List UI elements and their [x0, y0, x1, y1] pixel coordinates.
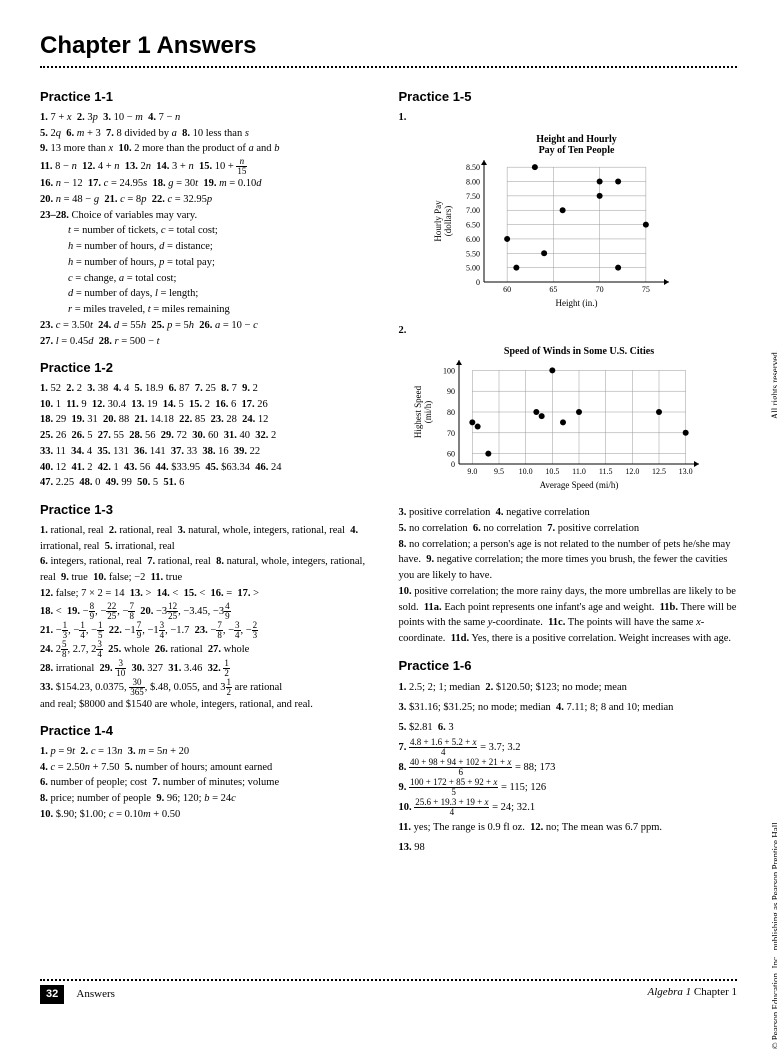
answers-p16: 1. 2.5; 2; 1; median 2. $120.50; $123; n… [399, 678, 738, 857]
p15-q1-label: 1. [399, 110, 738, 126]
heading-p16: Practice 1-6 [399, 657, 738, 675]
footer-chapter: Chapter 1 [691, 986, 737, 998]
svg-text:8.00: 8.00 [466, 177, 480, 186]
svg-text:11.5: 11.5 [598, 467, 612, 476]
main-columns: Practice 1-1 1. 7 + x 2. 3p 3. 10 − m 4.… [40, 78, 737, 857]
svg-text:70: 70 [447, 429, 455, 438]
svg-text:60: 60 [447, 450, 455, 459]
svg-text:0: 0 [451, 460, 455, 469]
copyright-bottom: © Pearson Education, Inc., publishing as… [769, 820, 777, 1049]
svg-text:65: 65 [549, 285, 557, 294]
answers-p14: 1. p = 9t 2. c = 13n 3. m = 5n + 204. c … [40, 744, 379, 823]
title-divider [40, 66, 737, 68]
svg-text:Speed of Winds in Some U.S. Ci: Speed of Winds in Some U.S. Cities [503, 346, 653, 357]
svg-text:10.5: 10.5 [545, 467, 559, 476]
svg-text:12.5: 12.5 [652, 467, 666, 476]
svg-text:5.00: 5.00 [466, 263, 480, 272]
svg-text:12.0: 12.0 [625, 467, 639, 476]
svg-text:70: 70 [595, 285, 603, 294]
page-title: Chapter 1 Answers [40, 30, 737, 62]
svg-text:Pay of Ten People: Pay of Ten People [538, 145, 614, 156]
chart-height-pay: Height and HourlyPay of Ten People 60 65 70… [429, 130, 679, 310]
svg-text:100: 100 [443, 367, 455, 376]
heading-p15: Practice 1-5 [399, 88, 738, 106]
p15-q2-label: 2. [399, 323, 738, 339]
footer-left: 32 Answers [40, 985, 115, 1004]
footer-divider [40, 979, 737, 981]
svg-text:10.0: 10.0 [518, 467, 532, 476]
svg-text:13.0: 13.0 [678, 467, 692, 476]
svg-text:90: 90 [447, 387, 455, 396]
svg-text:9.0: 9.0 [467, 467, 477, 476]
page-number: 32 [40, 985, 64, 1004]
left-column: Practice 1-1 1. 7 + x 2. 3p 3. 10 − m 4.… [40, 78, 379, 857]
svg-text:Highest Speed: Highest Speed [413, 386, 423, 439]
svg-text:5.50: 5.50 [466, 249, 480, 258]
copyright-top: All rights reserved. [769, 350, 777, 419]
svg-text:0: 0 [476, 278, 480, 287]
svg-text:60: 60 [503, 285, 511, 294]
svg-text:6.00: 6.00 [466, 235, 480, 244]
svg-text:(dollars): (dollars) [443, 205, 453, 236]
answers-p11: 1. 7 + x 2. 3p 3. 10 − m 4. 7 − n5. 2q 6… [40, 110, 379, 350]
svg-text:8.50: 8.50 [466, 163, 480, 172]
svg-text:11.0: 11.0 [572, 467, 586, 476]
footer-right: Algebra 1 Chapter 1 [647, 985, 737, 1004]
svg-text:Average Speed (mi/h): Average Speed (mi/h) [539, 480, 618, 490]
svg-text:(mi/h): (mi/h) [423, 401, 433, 424]
footer-book-title: Algebra 1 [647, 986, 691, 998]
heading-p11: Practice 1-1 [40, 88, 379, 106]
footer-left-text: Answers [76, 988, 115, 1000]
svg-text:75: 75 [641, 285, 649, 294]
answers-p12: 1. 52 2. 2 3. 38 4. 4 5. 18.9 6. 87 7. 2… [40, 381, 379, 491]
answers-p15: 3. positive correlation 4. negative corr… [399, 505, 738, 647]
svg-text:9.5: 9.5 [494, 467, 504, 476]
heading-p13: Practice 1-3 [40, 501, 379, 519]
svg-text:Height and Hourly: Height and Hourly [536, 134, 617, 145]
svg-text:Hourly Pay: Hourly Pay [433, 200, 443, 242]
svg-text:Height (in.): Height (in.) [555, 298, 597, 308]
right-column: Practice 1-5 1. Height and HourlyPay of … [399, 78, 738, 857]
answers-p13: 1. rational, real 2. rational, real 3. n… [40, 523, 379, 713]
chart-1-container: Height and HourlyPay of Ten People 60 65 70… [429, 130, 738, 315]
chart-wind-speed: Speed of Winds in Some U.S. Cities 9.0 9.5… [409, 342, 709, 492]
svg-text:80: 80 [447, 408, 455, 417]
svg-text:7.00: 7.00 [466, 206, 480, 215]
heading-p12: Practice 1-2 [40, 359, 379, 377]
footer: 32 Answers Algebra 1 Chapter 1 [40, 979, 737, 1004]
svg-text:6.50: 6.50 [466, 220, 480, 229]
svg-text:7.50: 7.50 [466, 192, 480, 201]
chart-2-container: Speed of Winds in Some U.S. Cities 9.0 9.5… [409, 342, 738, 497]
heading-p14: Practice 1-4 [40, 722, 379, 740]
